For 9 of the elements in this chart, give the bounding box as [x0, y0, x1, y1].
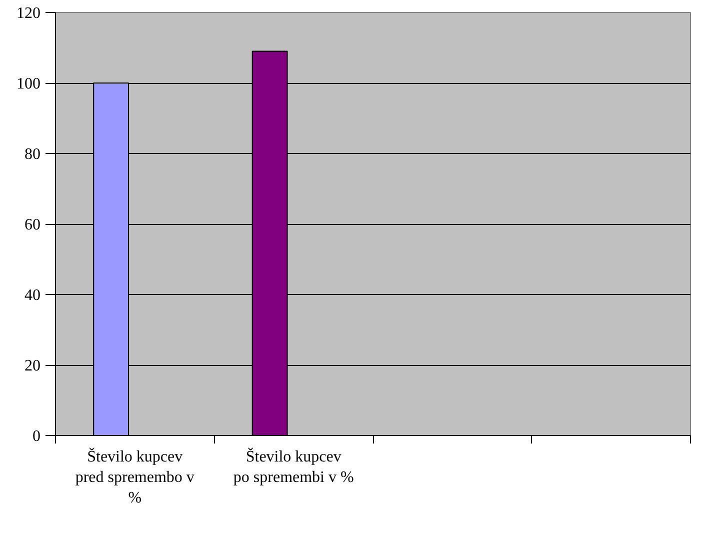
y-tick-label: 100	[16, 76, 40, 92]
y-tick-label: 20	[24, 358, 40, 374]
x-tick-label: Število kupcev pred spremembo v %	[75, 448, 194, 506]
x-tick-label: Število kupcev po spremembi v %	[233, 448, 354, 486]
y-tick-label: 40	[24, 287, 40, 304]
y-tick-label: 0	[32, 428, 40, 445]
y-tick-label: 60	[24, 216, 40, 234]
y-tick-label: 80	[24, 146, 40, 163]
y-tick-label: 120	[16, 5, 40, 22]
